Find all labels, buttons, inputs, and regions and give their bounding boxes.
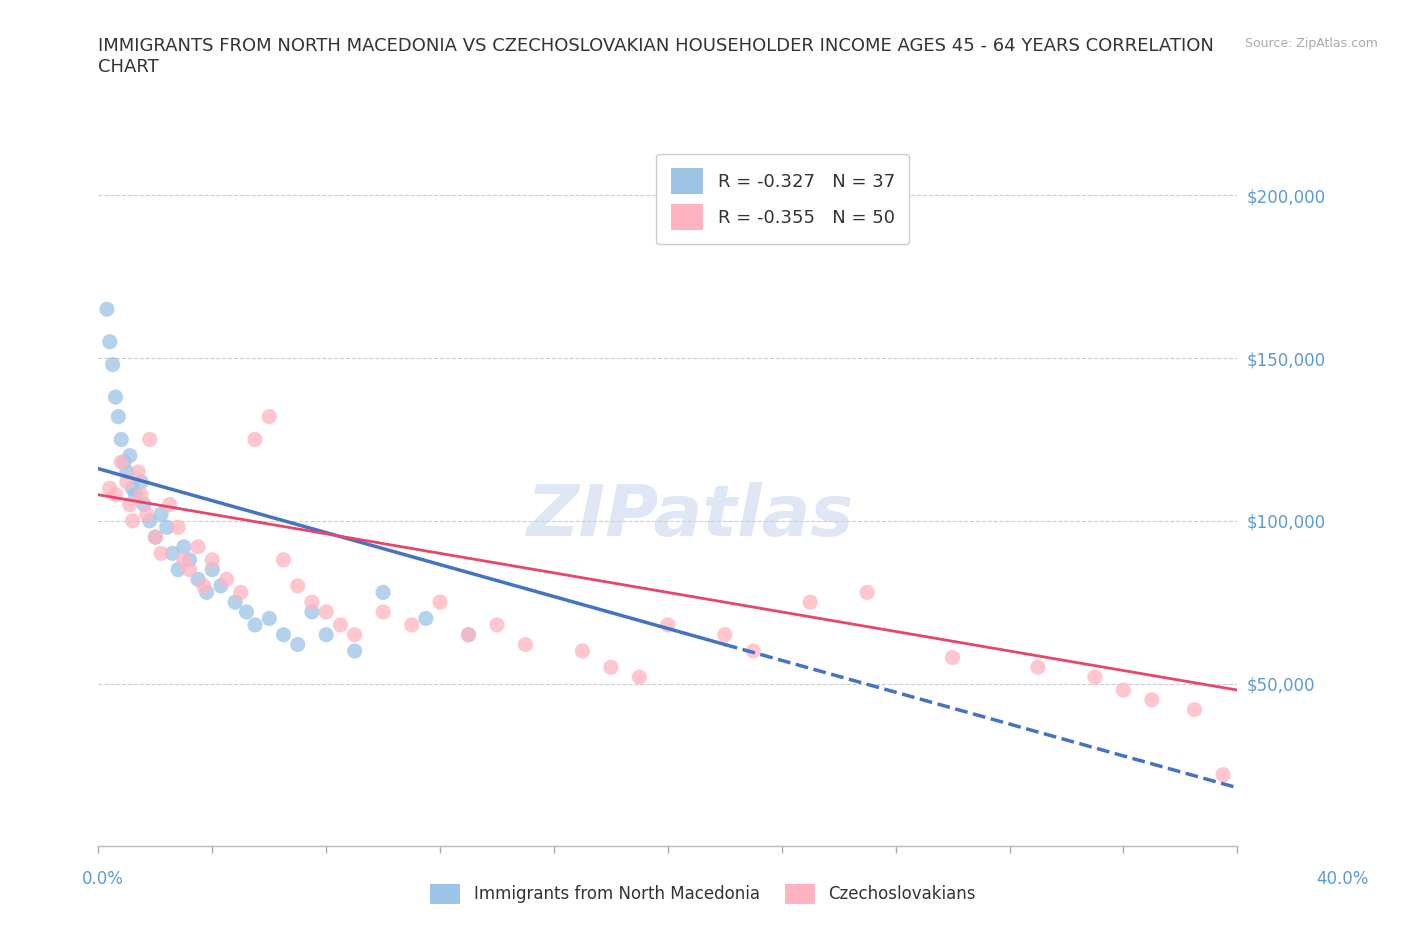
Point: [457, 628, 479, 643]
Point: [110, 455, 132, 470]
Point: [273, 552, 295, 567]
Point: [201, 562, 224, 577]
Point: [179, 562, 201, 577]
Point: [259, 409, 281, 424]
Point: [135, 507, 157, 522]
Text: 40.0%: 40.0%: [1316, 870, 1369, 888]
Point: [343, 628, 366, 643]
Point: [301, 604, 323, 619]
Point: [145, 530, 167, 545]
Point: [942, 650, 965, 665]
Point: [1084, 670, 1107, 684]
Point: [224, 595, 246, 610]
Point: [1184, 702, 1206, 717]
Point: [415, 611, 437, 626]
Text: 0.0%: 0.0%: [82, 870, 124, 888]
Point: [371, 604, 394, 619]
Point: [742, 644, 765, 658]
Point: [195, 585, 218, 600]
Point: [138, 432, 160, 447]
Point: [343, 644, 366, 658]
Point: [104, 390, 127, 405]
Point: [600, 660, 623, 675]
Point: [315, 628, 337, 643]
Point: [132, 498, 155, 512]
Point: [457, 628, 479, 643]
Point: [714, 628, 737, 643]
Point: [243, 618, 266, 632]
Point: [235, 604, 257, 619]
Point: [287, 637, 309, 652]
Point: [121, 513, 143, 528]
Point: [124, 487, 146, 502]
Point: [173, 539, 195, 554]
Point: [259, 611, 281, 626]
Legend: R = -0.327   N = 37, R = -0.355   N = 50: R = -0.327 N = 37, R = -0.355 N = 50: [657, 153, 910, 245]
Point: [112, 455, 135, 470]
Legend: Immigrants from North Macedonia, Czechoslovakians: Immigrants from North Macedonia, Czechos…: [422, 875, 984, 912]
Point: [98, 481, 121, 496]
Point: [301, 595, 323, 610]
Point: [104, 487, 127, 502]
Point: [1212, 767, 1234, 782]
Text: ZIPatlas: ZIPatlas: [527, 483, 855, 551]
Point: [657, 618, 679, 632]
Point: [129, 487, 152, 502]
Point: [273, 628, 295, 643]
Point: [167, 562, 190, 577]
Point: [329, 618, 352, 632]
Point: [229, 585, 252, 600]
Point: [115, 465, 138, 480]
Point: [121, 481, 143, 496]
Point: [179, 552, 201, 567]
Point: [145, 530, 167, 545]
Point: [173, 552, 195, 567]
Point: [429, 595, 451, 610]
Point: [187, 572, 209, 587]
Point: [215, 572, 238, 587]
Point: [243, 432, 266, 447]
Point: [162, 546, 184, 561]
Point: [98, 335, 121, 350]
Point: [315, 604, 337, 619]
Point: [571, 644, 593, 658]
Text: Source: ZipAtlas.com: Source: ZipAtlas.com: [1244, 37, 1378, 50]
Text: IMMIGRANTS FROM NORTH MACEDONIA VS CZECHOSLOVAKIAN HOUSEHOLDER INCOME AGES 45 - : IMMIGRANTS FROM NORTH MACEDONIA VS CZECH…: [98, 37, 1215, 76]
Point: [1112, 683, 1135, 698]
Point: [138, 513, 160, 528]
Point: [156, 520, 179, 535]
Point: [201, 552, 224, 567]
Point: [115, 474, 138, 489]
Point: [287, 578, 309, 593]
Point: [1026, 660, 1049, 675]
Point: [118, 448, 141, 463]
Point: [628, 670, 651, 684]
Point: [515, 637, 537, 652]
Point: [127, 465, 149, 480]
Point: [1140, 692, 1163, 708]
Point: [96, 302, 118, 317]
Point: [101, 357, 124, 372]
Point: [110, 432, 132, 447]
Point: [187, 539, 209, 554]
Point: [118, 498, 141, 512]
Point: [159, 498, 181, 512]
Point: [129, 474, 152, 489]
Point: [401, 618, 423, 632]
Point: [107, 409, 129, 424]
Point: [209, 578, 232, 593]
Point: [371, 585, 394, 600]
Point: [167, 520, 190, 535]
Point: [150, 546, 173, 561]
Point: [486, 618, 509, 632]
Point: [799, 595, 821, 610]
Point: [150, 507, 173, 522]
Point: [193, 578, 215, 593]
Point: [856, 585, 879, 600]
